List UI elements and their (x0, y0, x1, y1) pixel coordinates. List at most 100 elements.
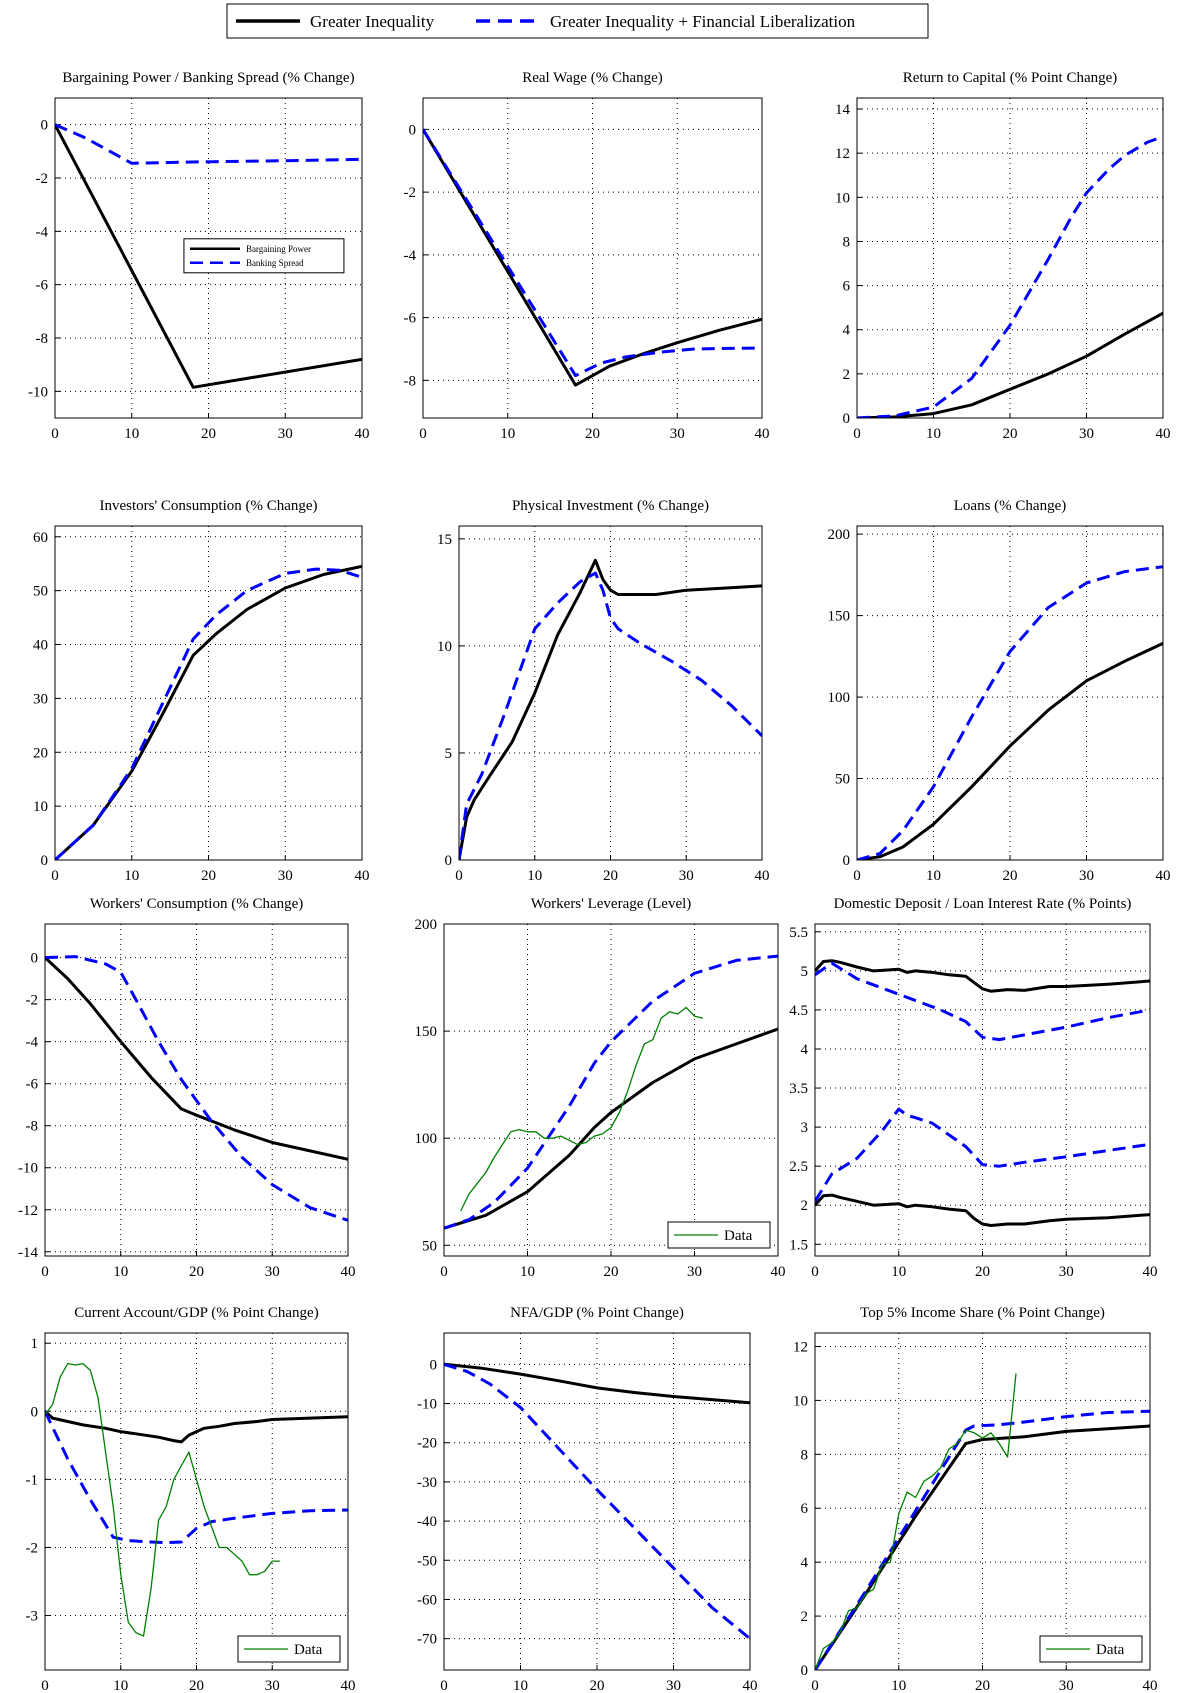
series-line (815, 961, 1150, 1042)
x-tick-label: 0 (51, 868, 59, 884)
chart-panel: Workers' Consumption (% Change) 0 10 20 30 40… (18, 896, 356, 1280)
x-tick-label: 30 (666, 1678, 681, 1693)
panel-legend: Data (237, 1635, 341, 1663)
series-line (444, 1027, 778, 1230)
x-tick-label: 10 (520, 1264, 535, 1280)
panel-legend-label: Data (294, 1642, 323, 1658)
chart-title: Investors' Consumption (% Change) (99, 498, 317, 514)
chart-title: Loans (% Change) (954, 498, 1066, 514)
x-tick-label: 40 (1143, 1264, 1158, 1280)
plot-frame (856, 525, 1164, 861)
x-tick-label: 10 (113, 1678, 128, 1693)
y-tick-label: -2 (404, 185, 417, 201)
x-tick-label: 20 (189, 1264, 204, 1280)
plot-frame (856, 97, 1164, 419)
series-line-bargaining-power (55, 124, 362, 389)
x-tick-label: 20 (201, 426, 216, 442)
series-line-data (45, 1362, 280, 1637)
plot-frame (44, 923, 349, 1257)
x-tick-label: 10 (124, 868, 139, 884)
chart-panel: Investors' Consumption (% Change) 0 10 20 30… (33, 498, 370, 884)
y-tick-label: 12 (793, 1339, 808, 1355)
x-tick-label: 10 (891, 1264, 906, 1280)
series-group (45, 955, 348, 1222)
x-tick-label: 20 (201, 868, 216, 884)
chart-panel: Loans (% Change) 0 10 20 30 40 0 50 100 150 200 (828, 498, 1171, 884)
y-tick-label: -10 (417, 1397, 437, 1413)
x-tick-label: 40 (341, 1678, 356, 1693)
y-tick-label: 2 (801, 1609, 809, 1625)
x-tick-label: 30 (1079, 868, 1094, 884)
y-tick-label: 50 (422, 1238, 437, 1254)
y-tick-label: 0 (41, 853, 49, 869)
chart-panel: Return to Capital (% Point Change)0 10 20 3… (835, 70, 1171, 442)
panel-legend: Data (1039, 1635, 1143, 1663)
x-tick-label: 10 (891, 1678, 906, 1693)
x-tick-label: 0 (440, 1678, 448, 1693)
y-tick-label: 14 (835, 102, 851, 118)
y-tick-label: 10 (793, 1393, 808, 1409)
plot-frame (458, 525, 763, 861)
panel-legend: Bargaining Power Banking Spread (183, 238, 345, 274)
series-line (444, 1362, 750, 1405)
chart-title: Physical Investment (% Change) (512, 498, 709, 514)
chart-panel: Physical Investment (% Change) 0 10 20 30 40 0… (437, 498, 770, 884)
x-tick-label: 0 (811, 1678, 819, 1693)
y-tick-label: 200 (415, 917, 438, 933)
x-tick-label: 0 (455, 868, 463, 884)
series-line (459, 558, 762, 860)
series-line-data (460, 1006, 704, 1212)
chart-title: Real Wage (% Change) (522, 70, 663, 86)
y-tick-label: -8 (26, 1119, 39, 1135)
series-group (857, 135, 1163, 418)
x-tick-label: 0 (41, 1264, 49, 1280)
y-tick-label: -12 (18, 1203, 38, 1219)
x-tick-label: 40 (1156, 426, 1171, 442)
series-line (45, 1410, 348, 1444)
chart-panel: Current Account/GDP (% Point Change)0 10 2… (26, 1305, 356, 1693)
y-tick-label: 0 (801, 1663, 809, 1679)
y-tick-label: -4 (26, 1035, 39, 1051)
series-line (459, 571, 762, 860)
x-tick-label: 40 (771, 1264, 786, 1280)
x-tick-label: 0 (440, 1264, 448, 1280)
y-tick-label: 10 (437, 639, 452, 655)
x-tick-label: 20 (585, 426, 600, 442)
x-tick-label: 10 (513, 1678, 528, 1693)
series-line (815, 1424, 1150, 1670)
y-tick-label: -3 (26, 1609, 39, 1625)
chart-title: Bargaining Power / Banking Spread (% Cha… (62, 70, 354, 86)
y-tick-label: 0 (843, 853, 851, 869)
series-line (444, 954, 778, 1230)
series-line (857, 641, 1163, 860)
plot-frame (443, 923, 779, 1257)
x-tick-label: 30 (687, 1264, 702, 1280)
y-tick-label: 8 (801, 1447, 809, 1463)
y-tick-label: 5 (445, 746, 453, 762)
y-tick-label: -6 (26, 1077, 39, 1093)
y-tick-label: -70 (417, 1632, 437, 1648)
x-tick-label: 40 (1156, 868, 1171, 884)
series-group (815, 959, 1150, 1227)
y-tick-label: 0 (31, 1404, 39, 1420)
series-line (857, 565, 1163, 860)
y-tick-label: -20 (417, 1436, 437, 1452)
series-line (857, 135, 1163, 418)
panel-legend-box (183, 238, 345, 274)
x-tick-label: 40 (1143, 1678, 1158, 1693)
x-tick-label: 20 (603, 868, 618, 884)
chart-panel: Domestic Deposit / Loan Interest Rate (%… (789, 896, 1157, 1280)
x-tick-label: 20 (1003, 868, 1018, 884)
y-tick-label: 4.5 (789, 1003, 808, 1019)
plot-frame (422, 97, 763, 419)
series-line (444, 1362, 750, 1640)
plot-frame (814, 1332, 1151, 1671)
y-tick-label: 50 (835, 772, 850, 788)
x-tick-label: 20 (604, 1264, 619, 1280)
y-tick-label: -8 (404, 373, 417, 389)
x-tick-label: 0 (853, 868, 861, 884)
series-line (45, 956, 348, 1161)
series-group (815, 1373, 1150, 1670)
plot-frame (54, 525, 363, 861)
y-tick-label: 6 (801, 1501, 809, 1517)
